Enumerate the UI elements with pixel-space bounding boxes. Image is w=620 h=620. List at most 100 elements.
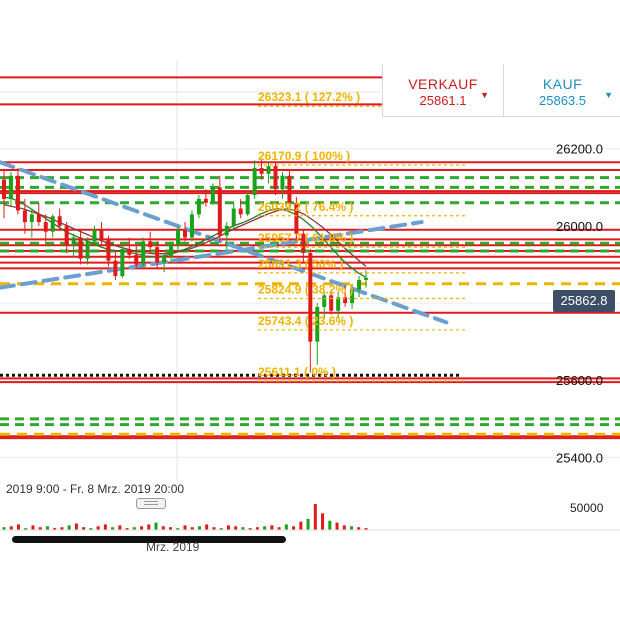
candle-body [315, 306, 320, 342]
candle-body [329, 295, 334, 311]
sell-dropdown-icon[interactable]: ▼ [480, 90, 489, 100]
volume-bar [82, 527, 86, 530]
volume-bar [31, 525, 35, 530]
y-tick-label: 25600.0 [556, 373, 603, 388]
volume-bar [277, 527, 281, 530]
volume-bar [154, 522, 158, 530]
volume-bar [321, 513, 325, 530]
candle-body [183, 229, 187, 238]
candle-body [231, 208, 236, 226]
buy-dropdown-icon[interactable]: ▼ [604, 90, 613, 100]
candle-body [252, 168, 257, 196]
volume-bar [248, 528, 252, 530]
volume-bar [118, 525, 122, 530]
volume-bar [190, 527, 194, 530]
fibonacci-levels[interactable]: 26323.1 ( 127.2% ) 26170.9 ( 100% ) 26039.… [258, 90, 468, 382]
volume-bar [125, 528, 129, 530]
current-price-badge: 25862.8 [553, 290, 615, 312]
candle-body [50, 216, 55, 232]
volume-bar [111, 527, 115, 530]
moving-averages [3, 196, 367, 279]
buy-button[interactable]: KAUF 25863.5 ▼ [504, 64, 620, 116]
y-tick-label: 25400.0 [556, 450, 603, 465]
candle-body [64, 225, 69, 246]
y-tick-label: 26200.0 [556, 142, 603, 157]
candle-body [85, 241, 90, 259]
fibonacci-label: 26039.2 ( 76.4% ) [258, 200, 353, 214]
candle-body [22, 210, 27, 223]
volume-bar [313, 504, 317, 530]
volume-bar [255, 527, 259, 530]
candle-body [364, 278, 368, 280]
candle-body [301, 233, 306, 253]
x-axis-month-label: Mrz. 2019 [146, 540, 200, 554]
volume-bar [342, 525, 346, 530]
candle-body [245, 195, 250, 215]
trend-line[interactable] [0, 220, 424, 290]
volume-bar [16, 524, 20, 530]
volume-bar [2, 527, 6, 530]
candle-body [217, 187, 222, 236]
home-indicator[interactable] [12, 536, 286, 543]
fibonacci-label: 25891.3 ( 50% ) [258, 257, 343, 271]
candle-body [99, 229, 104, 240]
trend-line[interactable] [0, 160, 449, 325]
trend-lines[interactable] [0, 160, 449, 325]
volume-bar [212, 527, 216, 530]
moving-average-line [3, 204, 367, 267]
trade-panel: VERKAUF 25861.1 ▼ KAUF 25863.5 ▼ [382, 64, 620, 117]
volume-bars [0, 504, 620, 531]
candle-body [189, 214, 194, 238]
sell-button[interactable]: VERKAUF 25861.1 ▼ [383, 64, 504, 116]
volume-bar [284, 524, 288, 530]
volume-bar [89, 528, 93, 530]
fibonacci-label: 25611.1 ( 0% ) [258, 365, 336, 379]
candle-body [357, 279, 362, 290]
candlesticks [2, 158, 368, 373]
volume-bar [183, 525, 187, 530]
volume-bar [357, 527, 361, 530]
fibonacci-label: 25824.9 ( 38.2% ) [258, 282, 353, 296]
sell-label: VERKAUF [408, 76, 478, 92]
candle-body [2, 179, 6, 199]
volume-bar [328, 520, 332, 530]
volume-bar [335, 522, 339, 530]
volume-bar [234, 526, 238, 530]
candle-body [141, 241, 146, 265]
candle-body [287, 175, 292, 203]
candle-body [308, 252, 313, 342]
volume-bar [226, 525, 230, 530]
volume-bar [350, 526, 354, 530]
volume-bar [38, 527, 42, 530]
volume-bar [60, 527, 64, 530]
candle-body [92, 229, 97, 242]
candle-body [238, 208, 243, 215]
candle-body [78, 237, 83, 259]
volume-scale-label: 50000 [570, 501, 604, 515]
volume-bar [306, 518, 310, 530]
candle-body [176, 229, 181, 246]
buy-price: 25863.5 [539, 93, 586, 108]
volume-bar [364, 528, 368, 530]
volume-bar [197, 526, 201, 530]
candle-body [336, 297, 341, 311]
fibonacci-label: 26170.9 ( 100% ) [258, 149, 350, 163]
volume-bar [292, 526, 296, 530]
volume-bar [205, 524, 209, 530]
candle-body [350, 289, 355, 304]
candle-body [8, 175, 13, 199]
volume-bar [67, 525, 71, 530]
candle-body [120, 249, 125, 277]
fibonacci-label: 25743.4 ( 23.6% ) [258, 314, 353, 328]
candle-body [36, 214, 41, 223]
candle-body [57, 216, 62, 226]
sell-price: 25861.1 [419, 93, 467, 108]
candle-body [29, 214, 34, 223]
candle-body [224, 225, 229, 236]
candle-body [43, 222, 48, 232]
candle-body [71, 237, 76, 246]
candle-body [127, 249, 132, 255]
scroll-handle[interactable] [136, 498, 166, 509]
candle-body [343, 297, 348, 304]
